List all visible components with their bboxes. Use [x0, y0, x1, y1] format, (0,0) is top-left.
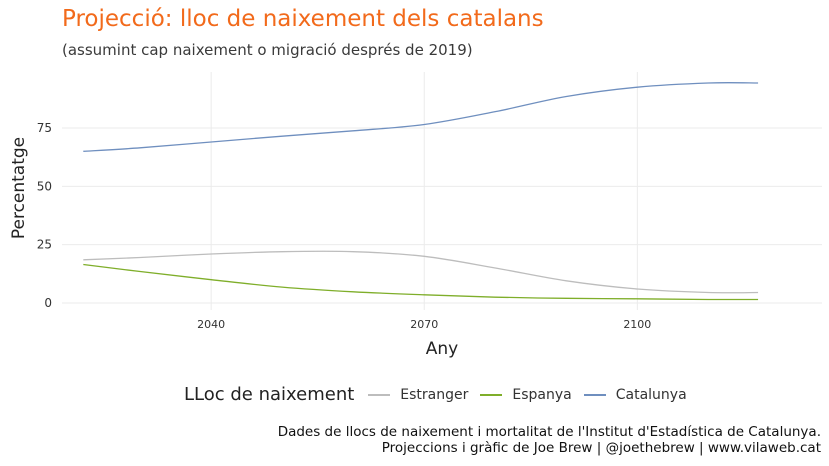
y-tick-label: 50 [37, 179, 52, 193]
legend-title: LLoc de naixement [184, 384, 355, 405]
y-tick-label: 25 [37, 238, 52, 252]
legend-label-estranger: Estranger [400, 386, 469, 403]
caption: Dades de llocs de naixement i mortalitat… [278, 424, 821, 456]
x-tick-label: 2100 [623, 318, 651, 331]
series-line-estranger [83, 250, 759, 294]
legend-key-espanya [480, 393, 503, 396]
x-axis-label: Any [426, 339, 458, 359]
series-lines [83, 82, 759, 301]
series-line-catalunya [83, 82, 759, 152]
legend-item-catalunya: Catalunya [583, 386, 687, 403]
legend-label-catalunya: Catalunya [615, 386, 687, 403]
x-tick-label: 2040 [197, 318, 225, 331]
y-tick-label: 0 [44, 296, 52, 310]
legend: LLoc de naixement Estranger Espanya Cata… [184, 384, 699, 405]
grid [62, 72, 822, 310]
chart-subtitle: (assumint cap naixement o migració despr… [62, 41, 473, 59]
y-tick-label: 75 [37, 121, 52, 135]
legend-label-espanya: Espanya [512, 386, 572, 403]
tick-labels: 0 25 50 75 2040 2070 2100 [37, 121, 652, 331]
series-line-espanya [83, 263, 759, 301]
legend-key-catalunya [583, 393, 606, 396]
y-axis-label: Percentatge [9, 137, 29, 239]
legend-item-espanya: Espanya [480, 386, 572, 403]
legend-key-estranger [368, 393, 391, 396]
caption-line-2: Projeccions i gràfic de Joe Brew | @joet… [381, 440, 821, 456]
caption-line-1: Dades de llocs de naixement i mortalitat… [277, 424, 821, 440]
chart-title: Projecció: lloc de naixement dels catala… [62, 6, 544, 32]
x-tick-label: 2070 [410, 318, 438, 331]
legend-item-estranger: Estranger [368, 387, 468, 403]
